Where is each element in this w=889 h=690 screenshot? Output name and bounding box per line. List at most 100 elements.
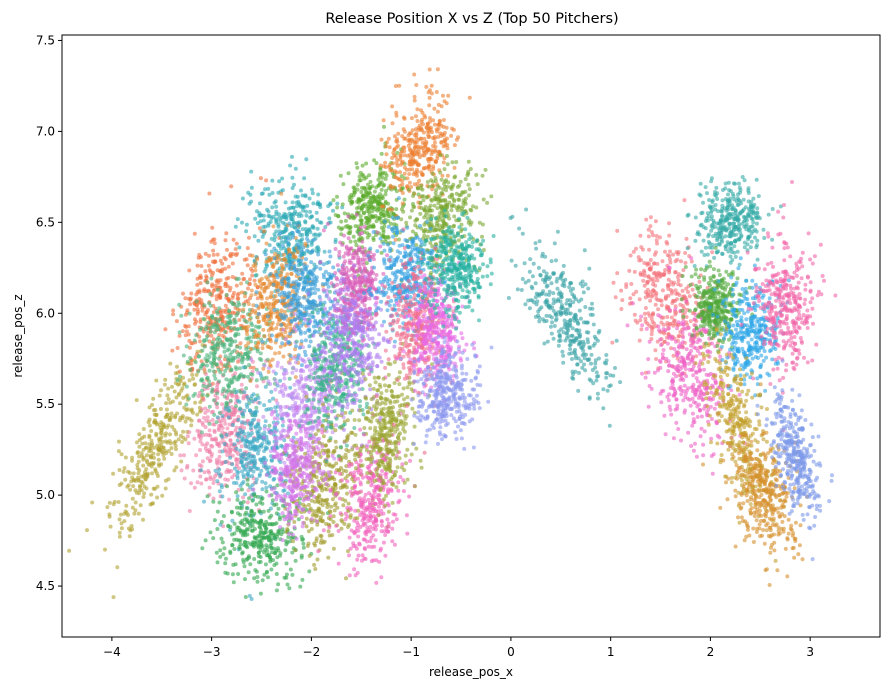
scatter-point (192, 338, 197, 343)
scatter-point (245, 405, 250, 409)
scatter-point (256, 238, 261, 243)
scatter-point (224, 470, 229, 474)
scatter-point (286, 339, 291, 344)
scatter-point (220, 402, 225, 407)
scatter-point (375, 215, 380, 220)
scatter-point (300, 524, 305, 529)
scatter-point (199, 264, 204, 268)
scatter-point (368, 185, 373, 190)
scatter-point (296, 201, 301, 206)
scatter-point (259, 542, 264, 547)
scatter-point (305, 490, 310, 495)
scatter-point (262, 426, 267, 431)
scatter-point (335, 194, 339, 199)
scatter-point (213, 474, 217, 479)
scatter-point (278, 515, 283, 520)
scatter-point (281, 220, 286, 225)
scatter-point (282, 493, 287, 498)
scatter-point (272, 563, 277, 568)
scatter-point (245, 482, 250, 487)
scatter-point (234, 446, 239, 451)
scatter-point (242, 303, 247, 307)
scatter-point (295, 357, 300, 361)
scatter-point (316, 508, 321, 513)
scatter-point (362, 193, 367, 198)
scatter-point (194, 319, 199, 324)
scatter-point (214, 297, 219, 302)
scatter-point (215, 527, 220, 531)
scatter-point (193, 360, 198, 365)
scatter-point (135, 440, 139, 445)
scatter-point (153, 408, 158, 412)
scatter-point (221, 386, 226, 391)
scatter-point (327, 473, 332, 478)
scatter-point (264, 473, 269, 478)
scatter-point (340, 485, 345, 490)
scatter-point (294, 408, 299, 413)
scatter-point (312, 499, 317, 504)
scatter-point (316, 415, 321, 420)
scatter-point (264, 543, 269, 548)
scatter-point (234, 241, 239, 246)
scatter-point (249, 513, 254, 518)
scatter-point (241, 464, 246, 469)
scatter-point (241, 326, 246, 331)
scatter-point (220, 314, 225, 319)
scatter-point (211, 536, 216, 541)
scatter-point (123, 477, 128, 482)
scatter-point (298, 238, 303, 243)
scatter-point (340, 226, 345, 231)
scatter-point (217, 410, 222, 415)
scatter-point (280, 315, 284, 320)
scatter-point (132, 511, 137, 516)
scatter-point (164, 431, 168, 436)
scatter-point (182, 405, 187, 410)
scatter-point (385, 234, 390, 239)
scatter-point (210, 314, 215, 319)
scatter-point (315, 245, 320, 250)
scatter-point (200, 442, 205, 447)
scatter-point (204, 477, 208, 482)
scatter-point (256, 333, 261, 338)
scatter-point (254, 569, 259, 574)
scatter-point (199, 481, 204, 486)
scatter-point (187, 416, 192, 421)
scatter-point (233, 365, 238, 370)
scatter-point (220, 267, 225, 272)
scatter-point (312, 562, 317, 567)
scatter-point (306, 541, 311, 546)
scatter-point (292, 465, 297, 470)
scatter-point (150, 471, 154, 476)
scatter-point (244, 328, 249, 333)
scatter-point (325, 497, 330, 502)
scatter-point (198, 448, 202, 452)
scatter-point (297, 214, 301, 219)
scatter-point (321, 540, 326, 545)
scatter-point (246, 190, 251, 195)
scatter-point (220, 434, 225, 439)
scatter-point (298, 455, 303, 460)
scatter-point (189, 423, 194, 428)
scatter-point (356, 258, 360, 262)
scatter-point (279, 443, 284, 448)
scatter-point (202, 303, 207, 308)
scatter-point (269, 567, 274, 572)
scatter-point (276, 506, 281, 511)
scatter-point (314, 445, 319, 449)
scatter-point (220, 333, 225, 338)
scatter-point (243, 512, 248, 517)
scatter-point (265, 446, 270, 451)
scatter-point (251, 459, 256, 464)
scatter-point (245, 439, 250, 444)
scatter-point (209, 443, 214, 448)
scatter-point (177, 374, 182, 379)
scatter-point (258, 294, 263, 299)
scatter-point (374, 273, 379, 277)
scatter-point (333, 398, 338, 403)
scatter-point (273, 537, 278, 542)
scatter-point (321, 303, 326, 308)
scatter-point (230, 275, 235, 279)
scatter-point (187, 311, 192, 316)
scatter-point (300, 537, 305, 542)
scatter-point (236, 300, 241, 305)
